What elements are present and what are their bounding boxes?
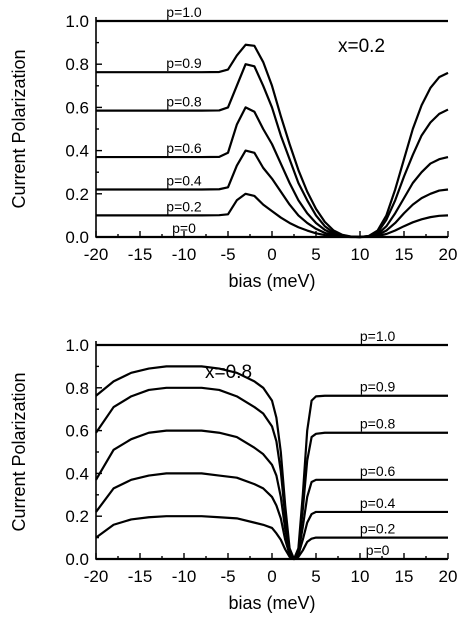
x-tick-label: -5 bbox=[220, 245, 235, 264]
series-label: p=0.4 bbox=[166, 172, 202, 188]
series-line bbox=[95, 365, 448, 561]
y-tick-label: 0.4 bbox=[65, 464, 89, 483]
y-axis-title: Current Polarization bbox=[9, 372, 29, 531]
series-label: p=0 bbox=[172, 220, 196, 236]
y-tick-label: 1.0 bbox=[65, 12, 89, 31]
x-tick-label: 0 bbox=[267, 567, 276, 586]
series-label: p=0.2 bbox=[166, 198, 202, 214]
x-axis-title: bias (meV) bbox=[228, 593, 315, 613]
series-label: p=0.8 bbox=[166, 94, 202, 110]
x-tick-label: 20 bbox=[439, 567, 458, 586]
y-tick-label: 0.6 bbox=[65, 422, 89, 441]
x-tick-label: 0 bbox=[267, 245, 276, 264]
series-line bbox=[96, 63, 449, 239]
y-tick-label: 0.8 bbox=[65, 379, 89, 398]
series-label: p=0.8 bbox=[360, 416, 396, 432]
x-tick-label: 10 bbox=[351, 567, 370, 586]
series-label: p=1.0 bbox=[166, 4, 202, 20]
chart-panel-bottom: -20 -15 -10 -5 0 5 10 15 20 0.0 0.2 0.4 0.6 0.8 1.0 bia… bbox=[9, 328, 457, 613]
x-axis-title: bias (meV) bbox=[228, 271, 315, 291]
axes-frame bbox=[95, 17, 448, 238]
y-tick-label: 1.0 bbox=[65, 336, 89, 355]
series-line bbox=[96, 192, 449, 239]
series-label: p=0.6 bbox=[360, 463, 396, 479]
y-tick-label: 0.0 bbox=[65, 228, 89, 247]
series-line bbox=[95, 429, 448, 561]
x-tick-label: -10 bbox=[172, 567, 197, 586]
x-tick-label: -5 bbox=[220, 567, 235, 586]
x-tick-label: 15 bbox=[395, 245, 414, 264]
series-label: p=1.0 bbox=[360, 328, 396, 344]
series-label: p=0 bbox=[366, 542, 390, 558]
panel-label: x=0.8 bbox=[205, 362, 252, 383]
y-axis-title: Current Polarization bbox=[9, 49, 29, 208]
y-tick-label: 0.4 bbox=[65, 142, 89, 161]
panel-label: x=0.2 bbox=[338, 36, 385, 57]
series-line bbox=[95, 386, 448, 561]
series-label: p=0.4 bbox=[360, 495, 396, 511]
x-tick-label: 5 bbox=[311, 567, 320, 586]
y-tick-label: 0.2 bbox=[65, 507, 89, 526]
x-tick-label: -15 bbox=[128, 567, 153, 586]
x-tick-label: -10 bbox=[172, 245, 197, 264]
series-label: p=0.9 bbox=[360, 379, 396, 395]
series-label: p=0.2 bbox=[360, 521, 396, 537]
y-tick-label: 0.0 bbox=[65, 550, 89, 569]
y-tick-label: 0.6 bbox=[65, 98, 89, 117]
x-tick-label: 10 bbox=[351, 245, 370, 264]
y-tick-label: 0.2 bbox=[65, 185, 89, 204]
series-line bbox=[95, 515, 448, 561]
chart-panel-top: -20 -15 -10 -5 0 5 10 15 20 0.0 0.2 0.4 0.6 0.8 1.0 bia… bbox=[9, 4, 457, 291]
x-tick-label: -20 bbox=[84, 567, 109, 586]
series-line bbox=[96, 106, 449, 239]
y-tick-label: 0.8 bbox=[65, 55, 89, 74]
series-label: p=0.6 bbox=[166, 140, 202, 156]
x-tick-label: -15 bbox=[128, 245, 153, 264]
x-tick-label: -20 bbox=[84, 245, 109, 264]
x-tick-label: 15 bbox=[395, 567, 414, 586]
x-tick-label: 20 bbox=[439, 245, 458, 264]
series-line bbox=[96, 43, 449, 239]
series-line bbox=[96, 149, 449, 239]
series-label: p=0.9 bbox=[166, 55, 202, 71]
series-line bbox=[95, 472, 448, 561]
x-tick-label: 5 bbox=[311, 245, 320, 264]
